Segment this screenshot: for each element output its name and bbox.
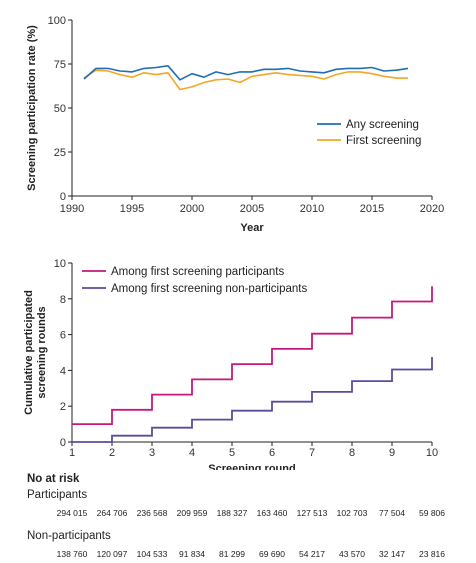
legend-label: Any screening (346, 119, 419, 131)
x-tick-label: 5 (229, 447, 235, 459)
y-axis-label-line: screening rounds (36, 306, 48, 398)
risk-count: 54 217 (299, 549, 325, 559)
risk-row-participants: 294 015 264 706 236 568 209 959 188 327 163 4… (0, 508, 476, 520)
risk-count: 127 513 (296, 508, 328, 518)
y-tick-label: 100 (48, 15, 66, 27)
x-tick-label: 1995 (120, 203, 144, 215)
series-line-any-screening (83, 65, 409, 81)
risk-row-label-participants: Participants (27, 489, 88, 501)
risk-count: 81 299 (219, 549, 245, 559)
x-tick-label: 8 (349, 447, 355, 459)
x-tick-label: 9 (389, 447, 395, 459)
x-tick-label: 2000 (180, 203, 204, 215)
risk-row-non-participants: 138 760 120 097 104 533 91 834 81 299 69 690 5… (0, 549, 476, 561)
x-tick-label: 10 (426, 447, 438, 459)
risk-count: 138 760 (56, 549, 88, 559)
y-axis-label-line: Cumulative participated (23, 290, 35, 415)
y-axis-label: Screening participation rate (%) (26, 25, 38, 191)
series-line-first-screening (83, 69, 408, 91)
risk-count: 209 959 (176, 508, 208, 518)
participation-rate-chart: 0 25 50 75 100 1990 1995 2000 2005 2010 2015 2020 Ye… (26, 15, 444, 234)
risk-count: 59 806 (419, 508, 445, 518)
risk-count: 23 816 (419, 549, 445, 559)
risk-count: 264 706 (96, 508, 128, 518)
x-tick-label: 1990 (60, 203, 84, 215)
step-line-non-participants (72, 357, 433, 443)
risk-count: 104 533 (136, 549, 168, 559)
legend-label: First screening (346, 135, 421, 147)
y-tick-label: 0 (60, 191, 66, 203)
y-tick-label: 10 (54, 258, 66, 270)
y-tick-label: 25 (54, 147, 66, 159)
x-tick-label: 2 (109, 447, 115, 459)
x-axis-label: Year (240, 222, 264, 234)
x-tick-label: 4 (189, 447, 195, 459)
risk-count: 163 460 (256, 508, 288, 518)
y-tick-label: 75 (54, 59, 66, 71)
legend-label: Among first screening participants (111, 266, 284, 278)
x-tick-label: 3 (149, 447, 155, 459)
risk-count: 102 703 (336, 508, 368, 518)
risk-count: 188 327 (216, 508, 248, 518)
y-tick-label: 6 (60, 330, 66, 342)
y-tick-label: 50 (54, 103, 66, 115)
risk-count: 43 570 (339, 549, 365, 559)
x-tick-label: 2015 (360, 203, 384, 215)
y-tick-label: 2 (60, 401, 66, 413)
risk-count: 91 834 (179, 549, 205, 559)
x-tick-label: 2020 (420, 203, 444, 215)
x-tick-label: 6 (269, 447, 275, 459)
y-tick-label: 4 (60, 365, 66, 377)
risk-row-label-non-participants: Non-participants (27, 530, 111, 542)
x-tick-label: 2005 (240, 203, 264, 215)
legend-label: Among first screening non-participants (111, 283, 307, 295)
x-tick-label: 1 (69, 447, 75, 459)
y-axis-label: Cumulative participatedscreening rounds (23, 290, 48, 415)
y-tick-label: 8 (60, 294, 66, 306)
risk-table-title: No at risk (27, 473, 80, 485)
risk-count: 32 147 (379, 549, 405, 559)
risk-count: 69 690 (259, 549, 285, 559)
x-tick-label: 2010 (300, 203, 324, 215)
risk-count: 77 504 (379, 508, 405, 518)
x-axis-label: Screening round (208, 463, 295, 470)
risk-count: 294 015 (56, 508, 88, 518)
risk-count: 236 568 (136, 508, 168, 518)
x-tick-label: 7 (309, 447, 315, 459)
risk-count: 120 097 (96, 549, 128, 559)
y-tick-label: 0 (60, 437, 66, 449)
step-line-participants (72, 286, 433, 425)
